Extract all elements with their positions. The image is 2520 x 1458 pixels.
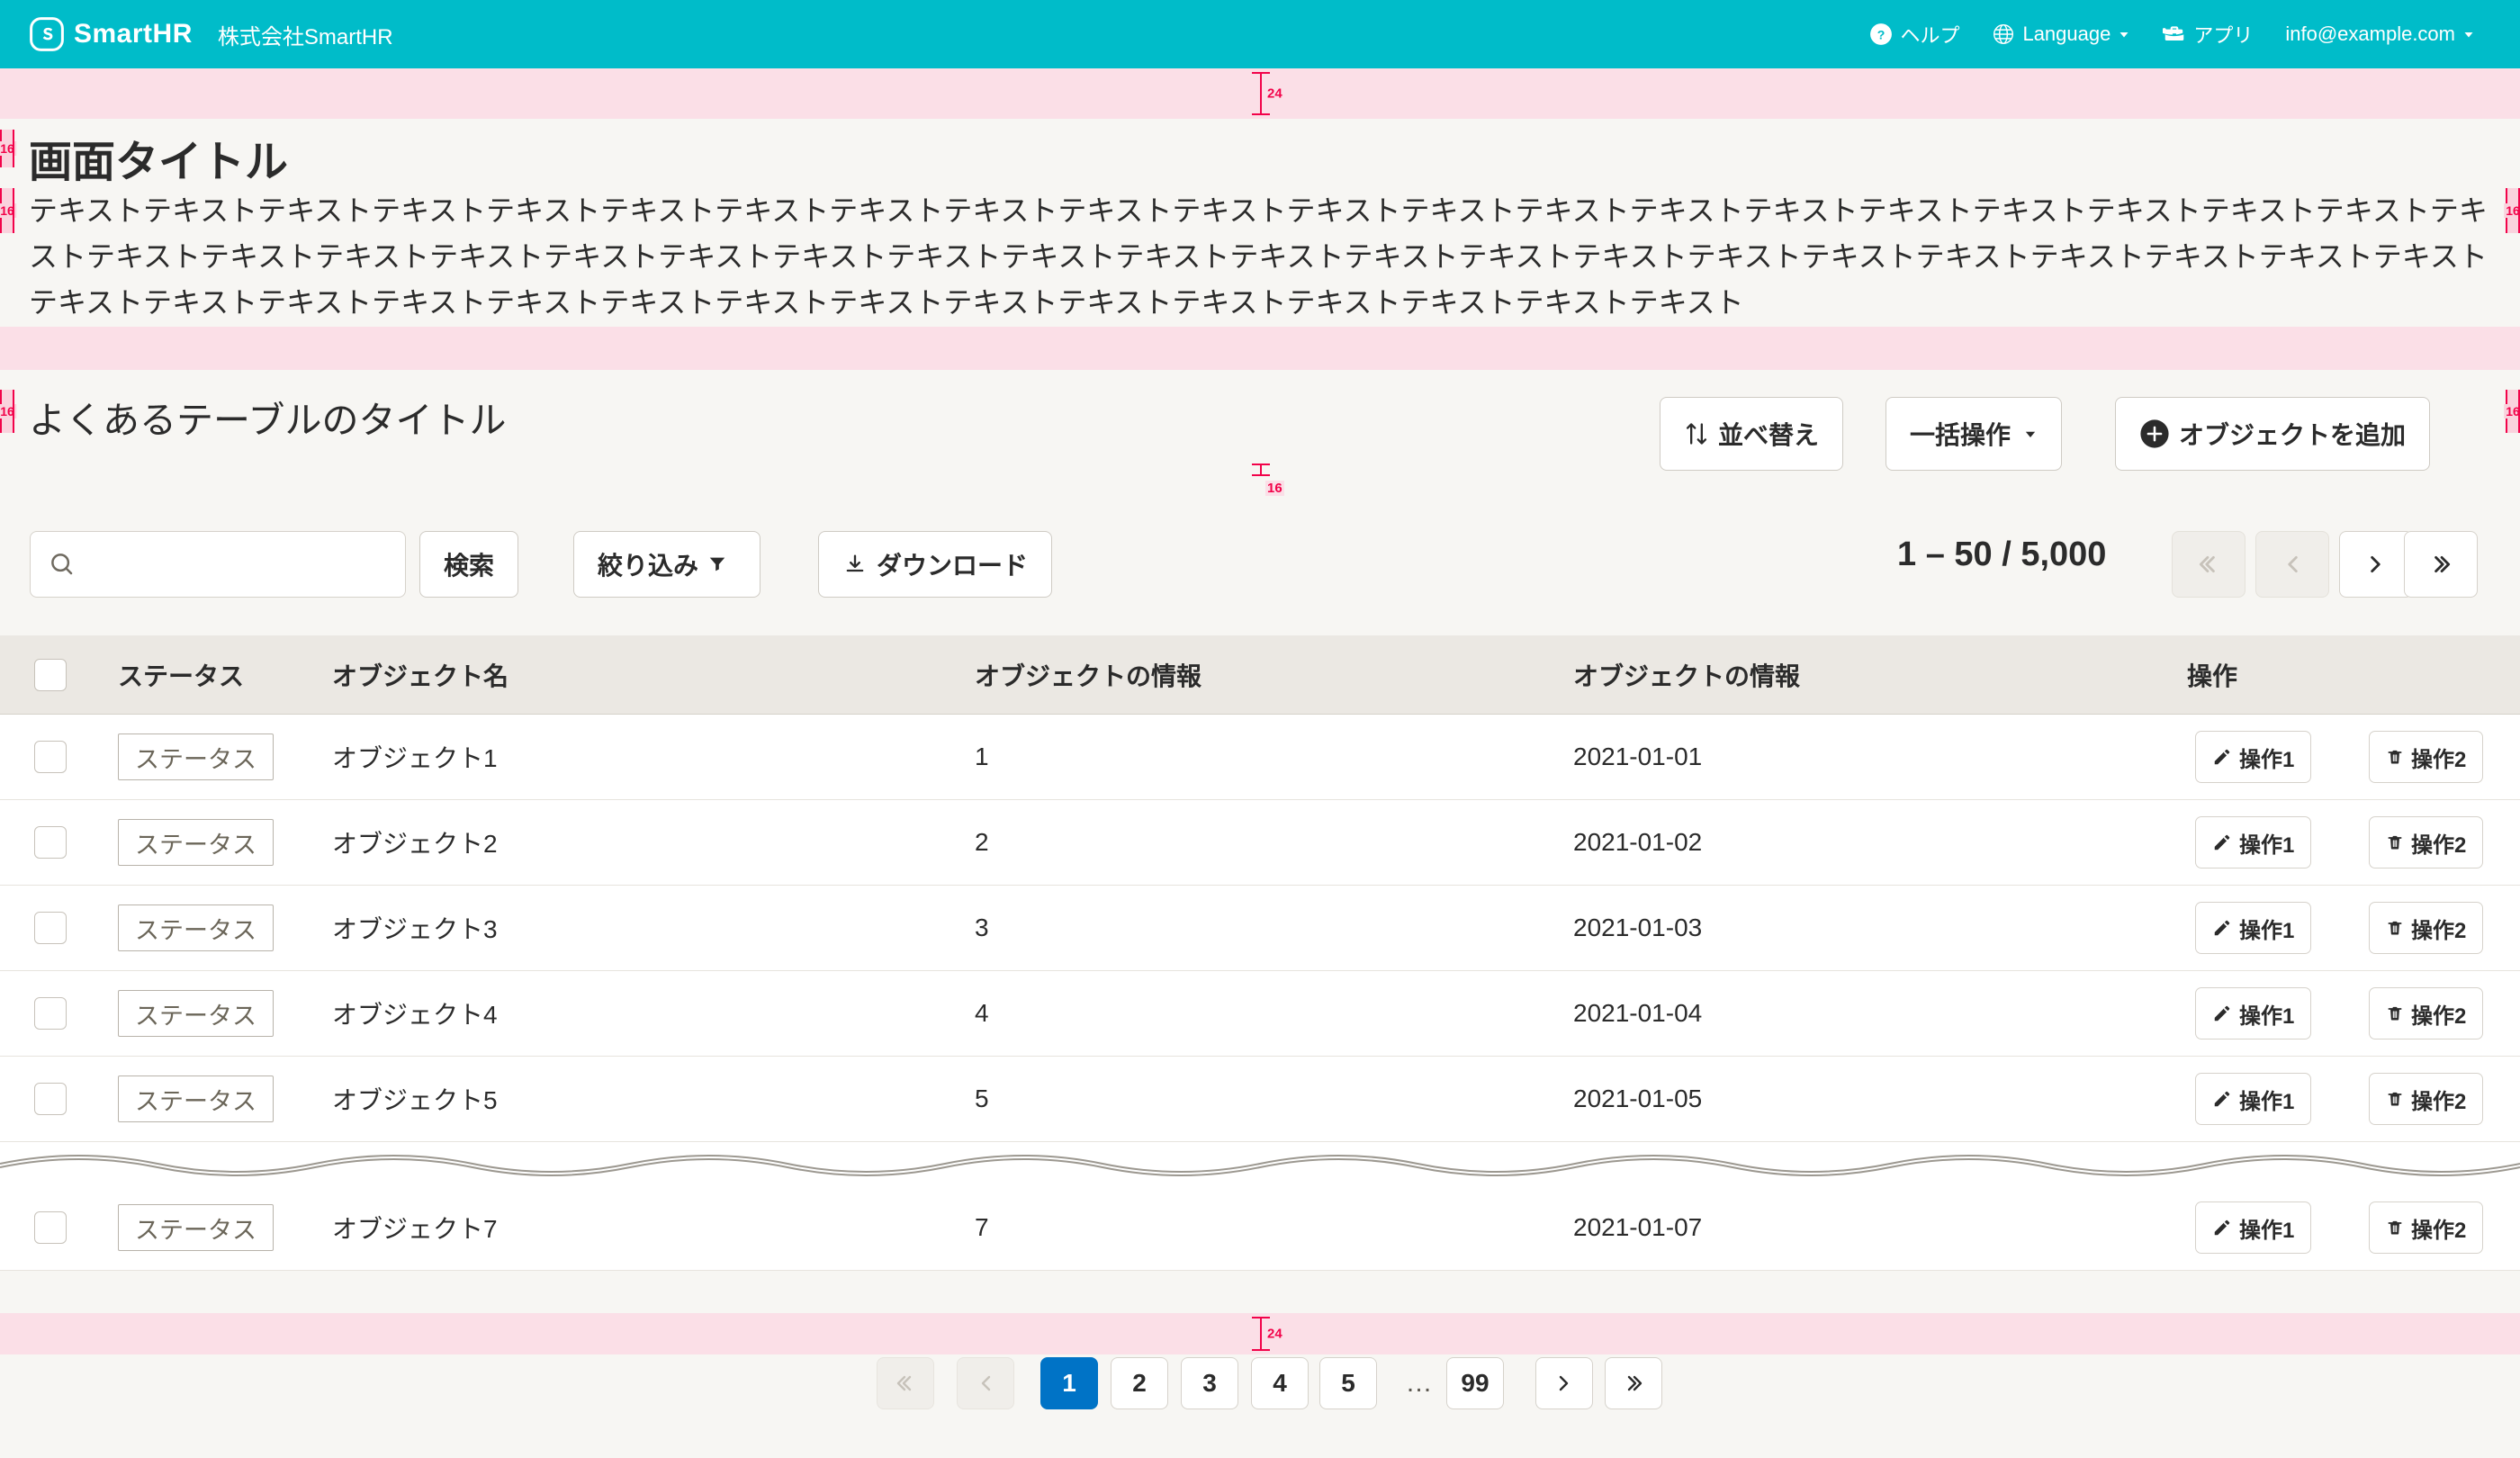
svg-text:?: ? [1877,27,1886,41]
